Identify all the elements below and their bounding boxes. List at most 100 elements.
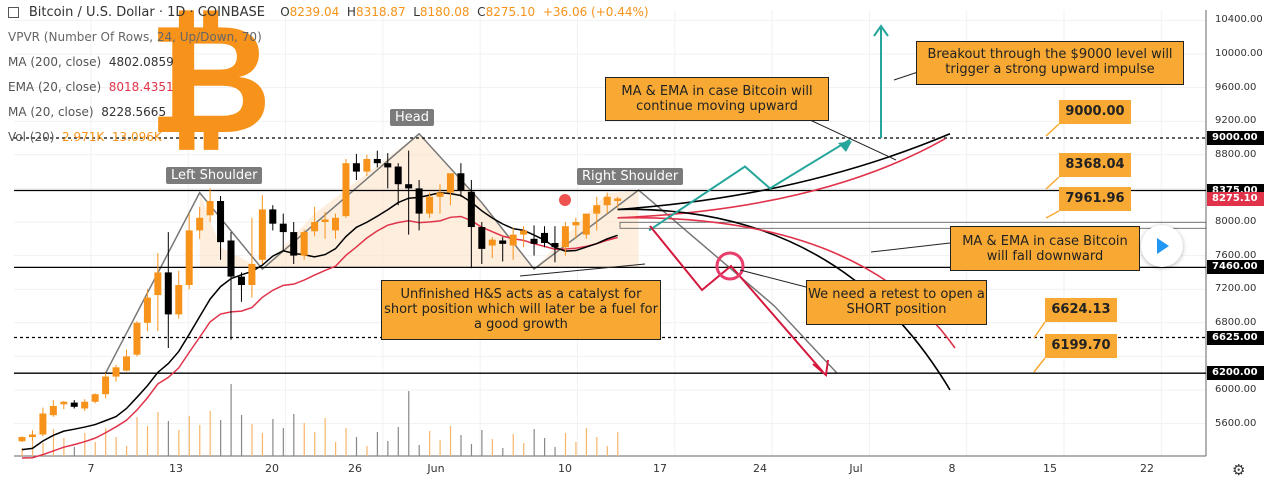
candle-body	[582, 213, 590, 235]
candle-body	[541, 232, 548, 243]
y-tick-label: 7200.00	[1215, 283, 1257, 295]
x-tick-label: 26	[348, 462, 362, 475]
candle-body	[520, 230, 528, 235]
ema20-row[interactable]: EMA (20, close) 8018.4351	[8, 75, 649, 100]
x-tick-label: 22	[1140, 462, 1154, 475]
candle-body	[279, 223, 287, 233]
volume-bar	[335, 442, 337, 456]
bitcoin-logo-icon: ₿	[148, 0, 272, 168]
vol-row[interactable]: Vol (20) 2.971K 13.096K	[8, 125, 649, 150]
volume-bar	[230, 384, 232, 456]
high-label: H	[346, 5, 356, 19]
y-tick-label: 8800.00	[1215, 148, 1257, 160]
ma20-label: MA (20, close)	[8, 105, 94, 119]
candle-body	[373, 159, 381, 164]
hs-pointer	[519, 263, 646, 277]
close-label: C	[477, 5, 486, 19]
candle-body	[446, 173, 454, 193]
head-label: Head	[390, 109, 434, 126]
candle-body	[248, 264, 256, 285]
collapse-icon[interactable]	[8, 7, 19, 18]
volume-bar	[84, 433, 86, 456]
ma20-row[interactable]: MA (20, close) 8228.5665	[8, 100, 649, 125]
y-price-tag: 6625.00	[1207, 330, 1264, 345]
volume-bar	[209, 411, 211, 456]
y-tick-label: 10000.00	[1215, 48, 1263, 59]
ma20-line	[21, 191, 618, 451]
ema-projection-up	[617, 138, 946, 219]
down-arrowhead-icon	[812, 359, 829, 377]
marker-dot	[559, 194, 571, 206]
volume-bar	[523, 443, 525, 456]
volume-bar	[94, 442, 96, 456]
volume-bar	[303, 423, 305, 456]
retest-pointer	[739, 269, 807, 288]
volume-bar	[73, 447, 75, 456]
change-value: +36.06 (+0.44%)	[542, 5, 649, 19]
volume-bar	[261, 433, 264, 456]
y-tick-label: 5600.00	[1215, 417, 1257, 429]
volume-bar	[387, 441, 389, 456]
candle-body	[164, 272, 172, 315]
volume-bar	[355, 437, 358, 456]
candle-body	[593, 205, 601, 214]
volume-bar	[220, 420, 222, 456]
candle-body	[269, 209, 277, 224]
ma20-value: 8228.5665	[101, 105, 167, 119]
play-button[interactable]	[1141, 225, 1183, 267]
ma200-label: MA (200, close)	[8, 55, 102, 69]
price-label-7961: 7961.96	[1059, 187, 1131, 211]
volume-bar	[596, 437, 598, 456]
price-label-8368: 8368.04	[1059, 153, 1131, 177]
volume-bar	[512, 434, 514, 456]
y-tick-label: 8000.00	[1215, 216, 1257, 227]
price-level-band	[619, 221, 1207, 229]
volume-bar	[606, 446, 608, 456]
candle-body	[91, 394, 99, 402]
volume-bar	[554, 447, 556, 456]
volume-bar	[408, 391, 410, 456]
candle-body	[81, 401, 89, 409]
ma200-row[interactable]: MA (200, close) 4802.0859	[8, 50, 649, 75]
y-tick-label: 10400.00	[1215, 14, 1263, 26]
retest-callout: We need a retest to open a SHORT positio…	[806, 280, 987, 325]
ema20-label: EMA (20, close)	[8, 80, 102, 94]
candle-body	[405, 184, 413, 189]
price-label-pointer	[1045, 210, 1060, 219]
candle-body	[488, 239, 496, 246]
candle-body	[436, 192, 444, 197]
candle-body	[112, 367, 120, 377]
candle-body	[467, 191, 475, 228]
candle-body	[321, 219, 329, 222]
volume-bar	[314, 432, 316, 456]
volume-bar	[533, 429, 535, 456]
candle-body	[206, 201, 214, 216]
price-label-pointer	[1033, 321, 1046, 339]
ma-up-callout: MA & EMA in case Bitcoin will continue m…	[605, 77, 829, 121]
vol-label: Vol (20)	[8, 130, 55, 144]
left-shoulder-label: Left Shoulder	[166, 167, 263, 184]
candle-body	[102, 376, 110, 395]
candle-body	[551, 243, 559, 248]
volume-bar	[429, 431, 431, 456]
open-label: O	[280, 5, 290, 19]
volume-bar	[439, 440, 441, 456]
breakout-arrowhead-icon	[873, 24, 889, 37]
volume-bar	[251, 424, 253, 456]
volume-bar	[376, 432, 378, 456]
vol-b-value: 13.096K	[111, 130, 162, 144]
up-arrowhead-icon	[838, 141, 852, 152]
price-label-6199: 6199.70	[1045, 334, 1117, 358]
up-arrow-path	[648, 138, 851, 232]
volume-bar	[146, 426, 149, 456]
volume-bar	[272, 419, 274, 456]
candle-body	[143, 297, 151, 323]
y-tick-label: 7600.00	[1215, 249, 1257, 261]
vpvr-row[interactable]: VPVR (Number Of Rows, 24, Up/Down, 70)	[8, 30, 262, 44]
volume-bar	[324, 418, 326, 456]
volume-bar	[115, 437, 117, 456]
volume-bar	[366, 446, 368, 456]
volume-bar	[178, 430, 180, 456]
gear-icon[interactable]: ⚙	[1232, 461, 1246, 479]
price-label-pointer	[1033, 357, 1046, 373]
